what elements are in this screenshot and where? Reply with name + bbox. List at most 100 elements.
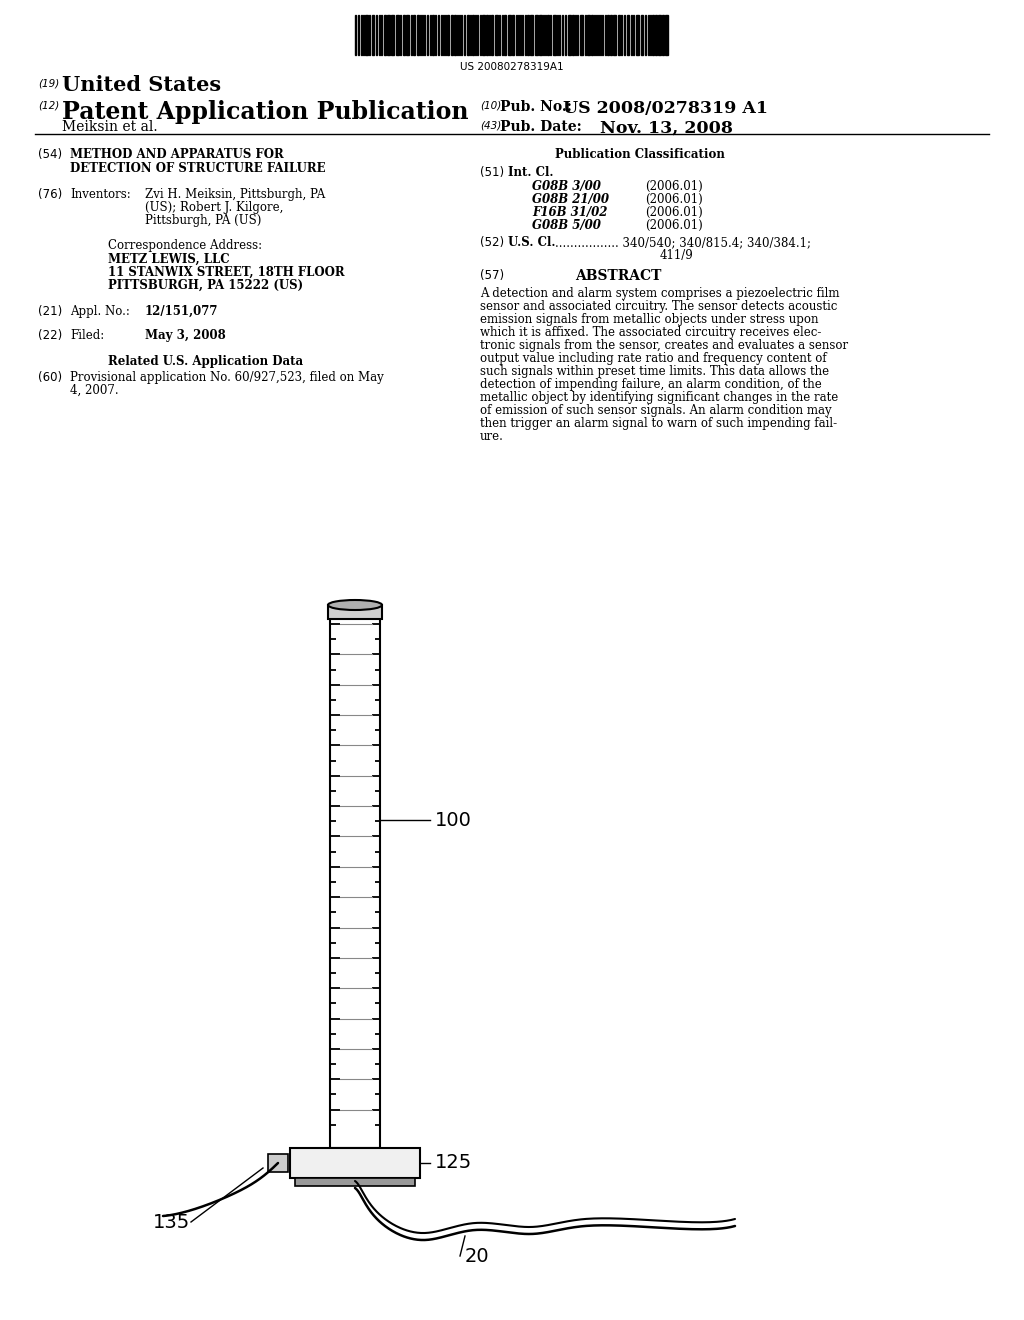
- Bar: [365, 15, 368, 55]
- Text: US 2008/0278319 A1: US 2008/0278319 A1: [563, 100, 768, 117]
- Text: PITTSBURGH, PA 15222 (US): PITTSBURGH, PA 15222 (US): [108, 279, 303, 292]
- Ellipse shape: [328, 601, 382, 610]
- Bar: [472, 15, 474, 55]
- Bar: [396, 15, 399, 55]
- Bar: [553, 15, 556, 55]
- Text: detection of impending failure, an alarm condition, of the: detection of impending failure, an alarm…: [480, 378, 821, 391]
- Bar: [328, 605, 382, 619]
- Text: METHOD AND APPARATUS FOR: METHOD AND APPARATUS FOR: [70, 148, 284, 161]
- Text: (76): (76): [38, 187, 62, 201]
- Text: DETECTION OF STRUCTURE FAILURE: DETECTION OF STRUCTURE FAILURE: [70, 162, 326, 176]
- Text: tronic signals from the sensor, creates and evaluates a sensor: tronic signals from the sensor, creates …: [480, 339, 848, 352]
- Bar: [451, 15, 453, 55]
- Text: (2006.01): (2006.01): [645, 206, 702, 219]
- Text: G08B 3/00: G08B 3/00: [532, 180, 601, 193]
- Text: (60): (60): [38, 371, 62, 384]
- Text: then trigger an alarm signal to warn of such impending fail-: then trigger an alarm signal to warn of …: [480, 417, 838, 430]
- Text: (US); Robert J. Kilgore,: (US); Robert J. Kilgore,: [145, 201, 284, 214]
- Bar: [330, 605, 380, 1148]
- Text: (57): (57): [480, 269, 504, 282]
- Text: Meiksin et al.: Meiksin et al.: [62, 120, 158, 135]
- Bar: [636, 15, 639, 55]
- Text: F16B 31/02: F16B 31/02: [532, 206, 607, 219]
- Bar: [641, 15, 643, 55]
- Text: (2006.01): (2006.01): [645, 193, 702, 206]
- Bar: [495, 15, 498, 55]
- Text: Int. Cl.: Int. Cl.: [508, 166, 554, 180]
- Bar: [432, 15, 434, 55]
- Bar: [580, 15, 583, 55]
- Text: (21): (21): [38, 305, 62, 318]
- Bar: [587, 15, 590, 55]
- Bar: [591, 15, 593, 55]
- Text: 100: 100: [435, 810, 472, 829]
- Bar: [527, 15, 529, 55]
- Bar: [607, 15, 609, 55]
- Bar: [665, 15, 668, 55]
- Text: (12): (12): [38, 100, 59, 110]
- Bar: [568, 15, 571, 55]
- Bar: [652, 15, 654, 55]
- Bar: [486, 15, 488, 55]
- Bar: [403, 15, 406, 55]
- Text: May 3, 2008: May 3, 2008: [145, 329, 225, 342]
- Text: emission signals from metallic objects under stress upon: emission signals from metallic objects u…: [480, 313, 818, 326]
- Text: (22): (22): [38, 329, 62, 342]
- Text: Filed:: Filed:: [70, 329, 104, 342]
- Bar: [490, 15, 493, 55]
- Text: G08B 21/00: G08B 21/00: [532, 193, 609, 206]
- Bar: [387, 15, 390, 55]
- Text: 125: 125: [435, 1154, 472, 1172]
- Bar: [391, 15, 394, 55]
- Text: U.S. Cl.: U.S. Cl.: [508, 236, 555, 249]
- Text: US 20080278319A1: US 20080278319A1: [460, 62, 564, 73]
- Text: A detection and alarm system comprises a piezoelectric film: A detection and alarm system comprises a…: [480, 286, 840, 300]
- Text: (2006.01): (2006.01): [645, 180, 702, 193]
- Bar: [372, 15, 374, 55]
- Text: (2006.01): (2006.01): [645, 219, 702, 232]
- Text: (19): (19): [38, 78, 59, 88]
- Bar: [413, 15, 415, 55]
- Bar: [512, 15, 514, 55]
- Text: 11 STANWIX STREET, 18TH FLOOR: 11 STANWIX STREET, 18TH FLOOR: [108, 267, 345, 279]
- Text: ................. 340/540; 340/815.4; 340/384.1;: ................. 340/540; 340/815.4; 34…: [555, 236, 811, 249]
- Text: (51): (51): [480, 166, 504, 180]
- Text: Inventors:: Inventors:: [70, 187, 131, 201]
- Text: 411/9: 411/9: [660, 249, 693, 261]
- Text: 12/151,077: 12/151,077: [145, 305, 218, 318]
- Text: Pittsburgh, PA (US): Pittsburgh, PA (US): [145, 214, 261, 227]
- Text: such signals within preset time limits. This data allows the: such signals within preset time limits. …: [480, 366, 829, 378]
- Text: Patent Application Publication: Patent Application Publication: [62, 100, 469, 124]
- Text: Appl. No.:: Appl. No.:: [70, 305, 130, 318]
- Bar: [655, 15, 657, 55]
- Text: (10): (10): [480, 100, 502, 110]
- Text: United States: United States: [62, 75, 221, 95]
- Text: which it is affixed. The associated circuitry receives elec-: which it is affixed. The associated circ…: [480, 326, 821, 339]
- Bar: [610, 15, 612, 55]
- Bar: [662, 15, 664, 55]
- Bar: [508, 15, 511, 55]
- Text: Correspondence Address:: Correspondence Address:: [108, 239, 262, 252]
- Text: metallic object by identifying significant changes in the rate: metallic object by identifying significa…: [480, 391, 839, 404]
- Text: output value including rate ratio and frequency content of: output value including rate ratio and fr…: [480, 352, 826, 366]
- Bar: [504, 15, 506, 55]
- Bar: [384, 15, 386, 55]
- Text: Pub. No.:: Pub. No.:: [500, 100, 571, 114]
- Bar: [268, 1154, 288, 1172]
- Text: Zvi H. Meiksin, Pittsburgh, PA: Zvi H. Meiksin, Pittsburgh, PA: [145, 187, 326, 201]
- Bar: [417, 15, 419, 55]
- Bar: [627, 15, 629, 55]
- Text: METZ LEWIS, LLC: METZ LEWIS, LLC: [108, 253, 229, 267]
- Bar: [447, 15, 449, 55]
- Bar: [530, 15, 534, 55]
- Bar: [618, 15, 620, 55]
- Text: (43): (43): [480, 120, 502, 129]
- Bar: [295, 1177, 415, 1185]
- Text: (54): (54): [38, 148, 62, 161]
- Text: of emission of such sensor signals. An alarm condition may: of emission of such sensor signals. An a…: [480, 404, 831, 417]
- Text: Related U.S. Application Data: Related U.S. Application Data: [108, 355, 303, 368]
- Bar: [467, 15, 469, 55]
- Text: 20: 20: [465, 1246, 489, 1266]
- Text: Nov. 13, 2008: Nov. 13, 2008: [600, 120, 733, 137]
- Bar: [539, 15, 542, 55]
